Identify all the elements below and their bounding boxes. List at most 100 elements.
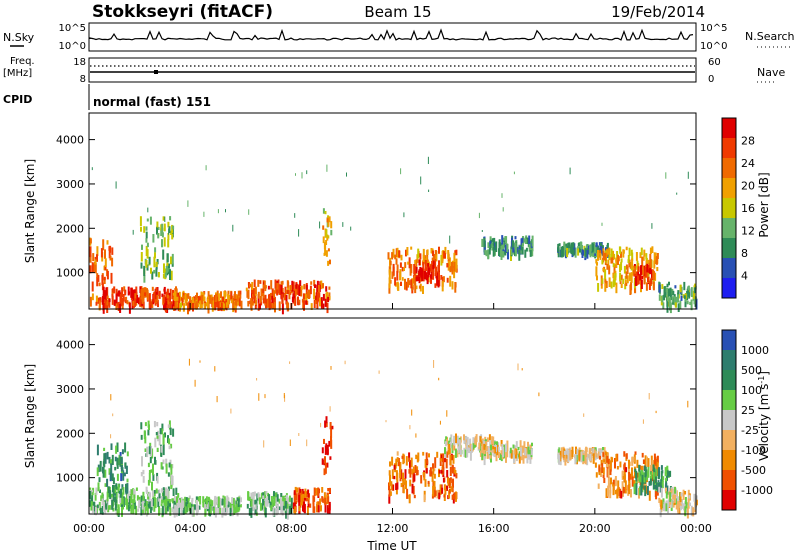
scatter-cell-1: [118, 490, 121, 494]
scatter-cell-7: [391, 469, 394, 479]
scatter-cell-8: [500, 245, 503, 251]
scatter-cell-12: [679, 285, 682, 291]
scatter-cell-6: [455, 249, 458, 256]
scatter-cell-4: [320, 280, 323, 290]
scatter-cell-3: [175, 505, 178, 517]
scatter-cell-10: [656, 267, 659, 272]
scatter-cell-1: [170, 301, 173, 305]
scatter-cell-1: [113, 299, 116, 306]
scatter-cell-0: [98, 282, 101, 287]
scatter-cell-1: [152, 294, 155, 305]
scatter-cell-3: [191, 497, 194, 502]
scatter-cell-7: [411, 483, 414, 494]
scatter-cell-3: [179, 502, 182, 508]
scatter-cell-2: [167, 472, 170, 477]
scatter-streak: [164, 216, 166, 222]
scatter-cell-8: [485, 250, 488, 257]
freq-left-label-2: [MHz]: [3, 68, 32, 79]
scatter-cell-4: [275, 497, 278, 507]
scatter-cell-8: [468, 447, 470, 454]
scatter-cell-7: [426, 275, 429, 279]
scatter-cell-6: [400, 281, 402, 286]
scatter-cell-10: [575, 446, 577, 458]
scatter-cell-5: [293, 492, 296, 503]
scatter-cell-12: [664, 471, 667, 476]
scatter-cell-1: [117, 301, 120, 311]
scatter-streak: [400, 168, 402, 175]
scatter-cell-9: [483, 443, 486, 450]
scatter-cell-12: [668, 281, 670, 286]
scatter-cell-5: [307, 489, 310, 494]
scatter-cell-1: [119, 452, 122, 456]
scatter-cell-8: [459, 448, 462, 456]
scatter-cell-11: [599, 455, 601, 460]
scatter-cell-12: [666, 485, 669, 495]
scatter-cell-2: [140, 262, 143, 269]
scatter-cell-11: [616, 488, 619, 499]
scatter-cell-4: [286, 301, 289, 309]
scatter-cell-11: [606, 455, 609, 463]
scatter-cell-7: [426, 276, 429, 285]
scatter-streak: [168, 228, 170, 235]
scatter-cell-6: [417, 248, 420, 259]
scatter-cell-13: [689, 502, 691, 506]
scatter-cell-1: [155, 290, 158, 300]
scatter-cell-12: [666, 296, 669, 307]
scatter-cell-4: [315, 295, 318, 300]
scatter-cell-7: [389, 491, 392, 496]
scatter-cell-11: [639, 273, 642, 281]
scatter-cell-6: [453, 262, 456, 272]
scatter-cell-4: [310, 281, 313, 285]
scatter-cell-1: [117, 292, 120, 297]
scatter-cell-0: [89, 246, 92, 258]
scatter-cell-10: [610, 248, 613, 258]
scatter-cell-9: [524, 447, 527, 456]
scatter-cell-0: [162, 490, 165, 501]
scatter-cell-8: [500, 250, 503, 260]
scatter-cell-7: [410, 457, 413, 468]
scatter-cell-2: [150, 446, 153, 457]
scatter-cell-5: [317, 487, 320, 497]
scatter-cell-6: [388, 283, 391, 294]
scatter-cell-3: [223, 290, 226, 302]
scatter-cell-4: [271, 298, 274, 309]
scatter-streak: [385, 420, 387, 423]
scatter-cell-3: [237, 505, 240, 512]
scatter-cell-11: [625, 453, 628, 459]
scatter-cell-10: [595, 259, 598, 264]
scatter-cell-9: [577, 248, 580, 256]
scatter-cell-11: [633, 475, 636, 479]
scatter-cell-6: [392, 263, 395, 273]
scatter-cell-3: [180, 302, 183, 308]
scatter-cell-4: [266, 298, 269, 308]
freq-right-tick-bottom: 0: [708, 74, 714, 85]
scatter-cell-8: [518, 249, 521, 261]
scatter-cell-4: [276, 282, 279, 290]
scatter-cell-0: [104, 265, 107, 271]
scatter-cell-9: [485, 441, 488, 445]
scatter-cell-1: [103, 290, 106, 300]
scatter-cell-2: [141, 456, 143, 467]
scatter-cell-5: [306, 506, 309, 515]
scatter-cell-8: [486, 437, 489, 442]
scatter-cell-3: [213, 507, 216, 514]
scatter-streak: [306, 170, 308, 175]
scatter-cell-0: [163, 496, 166, 500]
scatter-cell-10: [626, 266, 629, 275]
scatter-streak: [428, 189, 430, 192]
scatter-cell-11: [634, 276, 637, 285]
scatter-cell-2: [156, 226, 158, 235]
colorbar-tick-label: 500: [741, 364, 762, 377]
scatter-cell-5: [328, 216, 331, 223]
scatter-cell-1: [104, 469, 107, 478]
scatter-cell-4: [294, 289, 297, 296]
scatter-cell-8: [454, 448, 457, 458]
scatter-cell-1: [106, 451, 109, 460]
scatter-cell-2: [156, 221, 159, 228]
scatter-cell-0: [108, 505, 111, 510]
scatter-cell-3: [191, 506, 194, 517]
scatter-cell-3: [198, 296, 201, 301]
scatter-cell-6: [435, 250, 438, 262]
scatter-cell-12: [692, 291, 695, 299]
scatter-cell-4: [250, 492, 253, 503]
